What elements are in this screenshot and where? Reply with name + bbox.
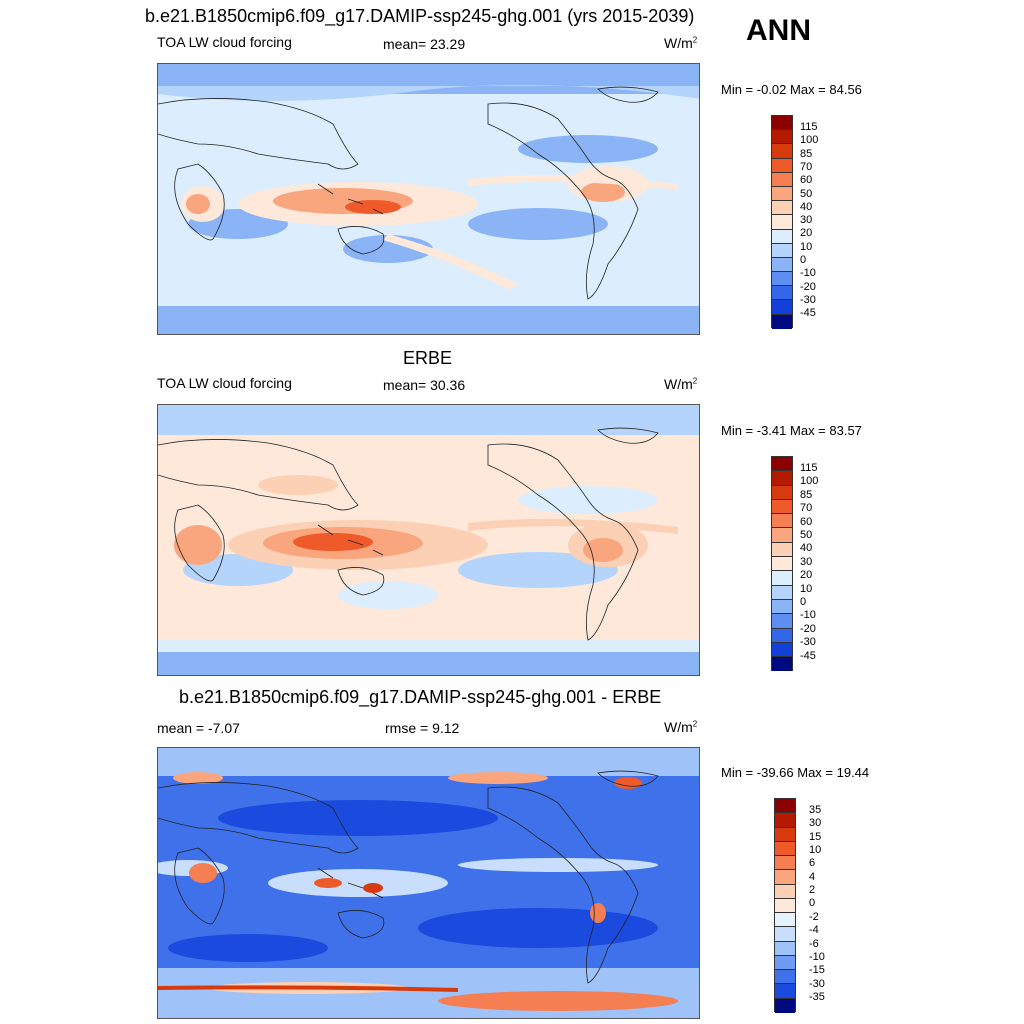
panel3-map xyxy=(157,747,700,1019)
panel3-colorbar xyxy=(774,798,796,1013)
cbar2-tick: 20 xyxy=(800,569,813,582)
cbar2-tick: 30 xyxy=(800,555,813,568)
panel3-units: W/m2 xyxy=(664,719,698,735)
cbar3-tick: 2 xyxy=(809,884,816,897)
cbar1-tick: -20 xyxy=(800,280,816,293)
panel2-colorbar xyxy=(771,456,793,672)
cbar1-tick: -10 xyxy=(800,267,816,280)
panel2-mean-label: mean= 30.36 xyxy=(383,377,466,393)
panel3-minmax: Min = -39.66 Max = 19.44 xyxy=(721,765,870,780)
cbar2-tick: -45 xyxy=(800,649,816,662)
cbar3-tick: 30 xyxy=(809,817,822,830)
panel3-map-field xyxy=(158,748,699,1018)
cbar2-tick: -20 xyxy=(800,622,816,635)
panel2-map xyxy=(157,404,700,676)
panel1-minmax: Min = -0.02 Max = 84.56 xyxy=(721,82,862,97)
cbar3-tick: -15 xyxy=(809,964,825,977)
cbar3-tick: -35 xyxy=(809,990,825,1003)
cbar2-tick: 0 xyxy=(800,596,807,608)
cbar3-tick: 0 xyxy=(809,897,816,910)
cbar1-tick: -45 xyxy=(800,307,816,320)
panel3-heading: b.e21.B1850cmip6.f09_g17.DAMIP-ssp245-gh… xyxy=(179,687,662,707)
cbar3-tick: -30 xyxy=(809,977,825,990)
panel1-units: W/m2 xyxy=(664,35,698,51)
cbar1-tick: 10 xyxy=(800,240,813,253)
cbar1-tick: 100 xyxy=(800,134,819,147)
cbar1-tick: 115 xyxy=(800,121,818,133)
panel3-rmse-label: rmse = 9.12 xyxy=(385,720,460,736)
cbar1-tick: 20 xyxy=(800,227,813,240)
panel2-heading: ERBE xyxy=(403,348,453,368)
cbar3-tick: -6 xyxy=(809,937,819,950)
cbar1-tick: 30 xyxy=(800,214,813,227)
panel2-minmax: Min = -3.41 Max = 83.57 xyxy=(721,423,862,438)
cbar1-tick: -30 xyxy=(800,293,816,306)
cbar1-tick: 85 xyxy=(800,147,813,160)
panel3-mean-label: mean = -7.07 xyxy=(157,720,240,736)
cbar2-tick: 60 xyxy=(800,515,813,528)
cbar3-tick: 35 xyxy=(809,804,822,816)
cbar2-tick: -10 xyxy=(800,609,816,622)
cbar3-tick: -2 xyxy=(809,910,819,923)
panel1-map xyxy=(157,63,700,335)
cbar3-tick: 6 xyxy=(809,857,816,870)
cbar1-tick: 70 xyxy=(800,160,813,173)
cbar3-tick: -10 xyxy=(809,950,825,963)
panel1-variable-label: TOA LW cloud forcing xyxy=(157,34,292,50)
cbar3-tick: 10 xyxy=(809,844,822,857)
main-title: b.e21.B1850cmip6.f09_g17.DAMIP-ssp245-gh… xyxy=(145,6,695,26)
panel2-variable-label: TOA LW cloud forcing xyxy=(157,375,292,391)
cbar2-tick: 70 xyxy=(800,502,813,515)
cbar2-tick: 115 xyxy=(800,462,818,474)
cbar1-tick: 40 xyxy=(800,200,813,213)
panel2-map-field xyxy=(158,405,699,675)
cbar1-tick: 60 xyxy=(800,174,813,187)
cbar2-tick: -30 xyxy=(800,636,816,649)
panel1-colorbar xyxy=(771,115,793,329)
cbar2-tick: 10 xyxy=(800,582,813,595)
cbar3-tick: -4 xyxy=(809,924,819,937)
cbar3-tick: 4 xyxy=(809,870,816,883)
cbar2-tick: 40 xyxy=(800,542,813,555)
panel1-map-field xyxy=(158,64,699,334)
cbar2-tick: 85 xyxy=(800,488,813,501)
season-label: ANN xyxy=(746,14,811,47)
cbar1-tick: 0 xyxy=(800,254,807,266)
panel2-units: W/m2 xyxy=(664,376,698,392)
cbar2-tick: 50 xyxy=(800,529,813,541)
cbar2-tick: 100 xyxy=(800,475,819,488)
cbar3-tick: 15 xyxy=(809,830,822,843)
cbar1-tick: 50 xyxy=(800,187,813,200)
panel1-mean-label: mean= 23.29 xyxy=(383,36,466,52)
